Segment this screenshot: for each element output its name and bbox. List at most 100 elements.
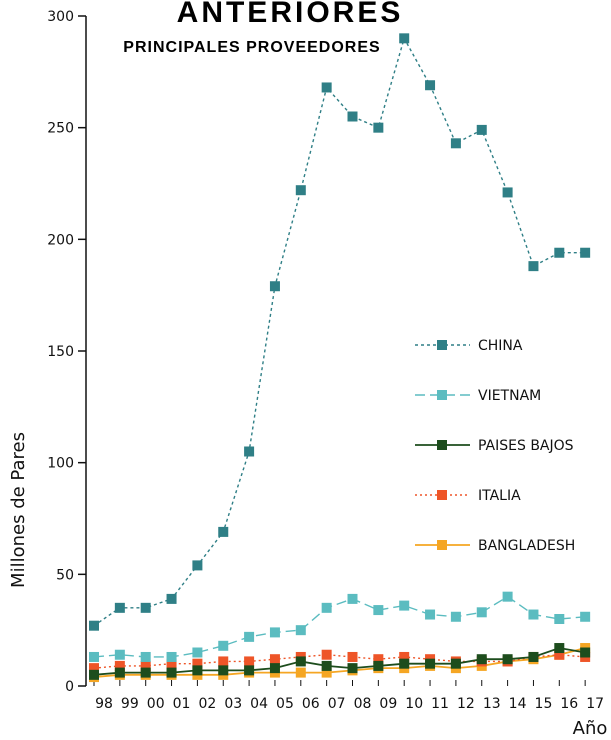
data-point [140, 667, 151, 678]
x-tick-label: 08 [354, 696, 372, 712]
legend-swatch-marker [437, 390, 447, 400]
data-point [528, 651, 539, 662]
data-point [347, 593, 358, 604]
data-point [114, 649, 125, 660]
data-point [321, 667, 332, 678]
x-tick-label: 07 [328, 696, 346, 712]
x-tick-label: 99 [121, 696, 139, 712]
data-point [399, 658, 410, 669]
data-point [166, 667, 177, 678]
data-point [399, 600, 410, 611]
data-point [244, 656, 255, 667]
data-point [89, 651, 99, 662]
series-line [93, 595, 586, 658]
x-axis-label: Año [573, 718, 608, 739]
x-tick-label: 00 [147, 696, 165, 712]
data-point [192, 665, 203, 676]
x-tick-label: 02 [198, 696, 216, 712]
data-point [347, 651, 358, 662]
data-point [89, 620, 99, 631]
data-point [502, 654, 513, 665]
data-point [373, 654, 384, 665]
data-point [218, 656, 229, 667]
legend-swatch-marker [437, 440, 447, 450]
data-point [476, 654, 487, 665]
y-tick-label: 250 [47, 121, 74, 137]
x-tick-label: 03 [224, 696, 242, 712]
data-point [580, 611, 591, 622]
data-point [140, 660, 151, 671]
y-axis-label: Millones de Pares [8, 432, 29, 588]
data-point [554, 614, 565, 624]
data-point [373, 605, 384, 616]
legend-item: BANGLADESH [415, 538, 575, 554]
data-point [192, 560, 203, 571]
data-point [269, 627, 280, 638]
x-tick-label: 98 [95, 696, 113, 712]
data-point [295, 185, 306, 196]
data-point [450, 138, 461, 149]
x-tick-label: 14 [509, 696, 527, 712]
data-point [476, 607, 487, 618]
series-vietnam [89, 591, 591, 662]
legend-label: ITALIA [478, 488, 521, 504]
data-point [295, 667, 306, 678]
legend-label: VIETNAM [478, 388, 541, 404]
x-tick-label: 15 [535, 696, 553, 712]
legend-item: VIETNAM [415, 388, 541, 404]
data-point [528, 261, 539, 272]
x-tick-label: 01 [173, 696, 191, 712]
y-tick-label: 100 [47, 456, 74, 472]
legend-label: CHINA [478, 338, 523, 354]
x-tick-label: 10 [405, 696, 423, 712]
data-point [528, 609, 539, 620]
data-point [450, 658, 461, 669]
data-point [114, 660, 125, 671]
series-line [93, 36, 586, 627]
legend-item: PAISES BAJOS [415, 438, 574, 454]
data-point [89, 663, 99, 674]
data-point [502, 187, 513, 198]
data-point [192, 647, 203, 658]
data-point [425, 658, 436, 669]
data-point [450, 611, 461, 622]
x-tick-label: 06 [302, 696, 320, 712]
data-point [373, 122, 384, 133]
data-point [373, 660, 384, 671]
series-bangladesh [89, 643, 591, 683]
x-tick-label: 04 [250, 696, 268, 712]
data-point [425, 609, 436, 620]
x-tick-label: 11 [431, 696, 449, 712]
chart-title: ANTERIORES [177, 0, 404, 29]
legend-swatch-marker [437, 340, 447, 350]
x-tick-label: 09 [379, 696, 397, 712]
y-tick-label: 50 [56, 567, 74, 583]
data-point [244, 665, 255, 676]
data-point [321, 602, 332, 613]
y-tick-label: 150 [47, 344, 74, 360]
legend-swatch-marker [437, 540, 447, 550]
data-point [140, 602, 151, 613]
data-point [192, 658, 203, 669]
data-point [580, 647, 591, 658]
data-point [476, 124, 487, 135]
legend-label: PAISES BAJOS [478, 438, 574, 454]
series-paises-bajos [89, 643, 591, 680]
x-tick-label: 17 [586, 696, 604, 712]
data-point [269, 654, 280, 665]
data-point [244, 446, 255, 457]
data-point [140, 651, 151, 662]
data-point [502, 591, 513, 602]
data-point [399, 651, 410, 662]
data-point [554, 643, 565, 654]
x-tick-label: 12 [457, 696, 475, 712]
data-point [244, 631, 255, 642]
data-point [321, 82, 332, 93]
data-point [321, 660, 332, 671]
data-point [114, 667, 125, 678]
data-point [166, 651, 177, 662]
y-tick-label: 0 [65, 679, 74, 695]
data-point [218, 526, 229, 537]
data-point [425, 80, 436, 91]
data-point [218, 665, 229, 676]
